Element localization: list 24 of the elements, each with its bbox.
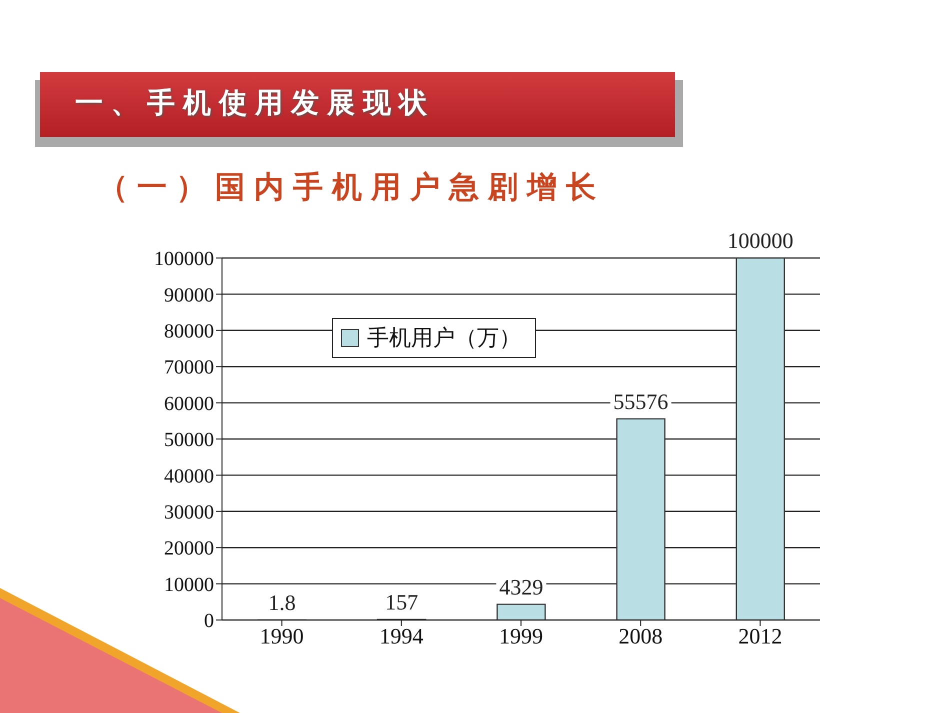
chart-title: 一、手机使用发展现状: [75, 85, 435, 121]
y-tick-label: 30000: [164, 502, 214, 524]
y-tick-label: 40000: [164, 465, 214, 488]
y-tick-label: 60000: [164, 392, 214, 415]
legend-label: 手机用户（万）: [367, 325, 521, 353]
y-tick-label: 50000: [164, 429, 214, 452]
y-tick-label: 90000: [164, 284, 214, 306]
y-tick-label: 10000: [164, 574, 214, 596]
y-tick-label: 20000: [164, 538, 214, 560]
y-tick-label: 70000: [164, 356, 214, 379]
data-label: 157: [385, 589, 418, 614]
y-tick-label: 100000: [154, 248, 214, 270]
y-tick-label: 0: [204, 610, 214, 632]
data-label: 100000: [727, 228, 794, 253]
y-tick-label: 80000: [164, 320, 214, 342]
data-label: 55576: [613, 388, 668, 414]
x-tick-label: 1994: [379, 624, 424, 649]
data-label: 4329: [499, 574, 544, 600]
x-tick-label: 2008: [618, 624, 663, 649]
x-tick-label: 1999: [499, 624, 543, 649]
x-tick-label: 2012: [738, 624, 782, 649]
chart-subtitle: （一）国内手机用户急剧增长: [98, 170, 605, 206]
x-tick-label: 1990: [260, 624, 304, 649]
data-label: 1.8: [268, 590, 296, 615]
